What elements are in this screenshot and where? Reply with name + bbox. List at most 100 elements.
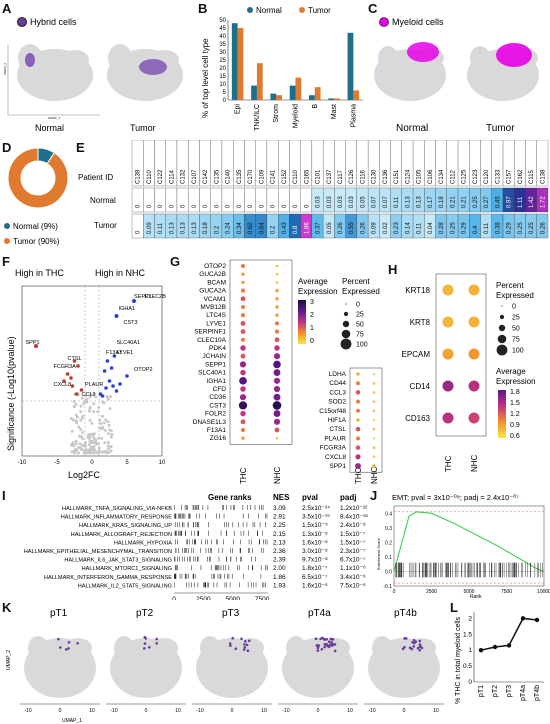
f-point-ns [110,433,114,437]
e-value-normal: 0.97 [507,196,513,208]
f-gene-label: LYVE1 [117,350,134,356]
e-row-title: Patient ID [78,173,113,182]
f-point-ns [79,404,83,408]
e-value-normal: 0.03 [349,196,355,208]
g-dot [240,321,246,326]
k-hybrid-dot [412,638,416,642]
g-size-dot [343,311,349,317]
g-gene-label: ZG16 [210,435,227,442]
f-xlabel: Log2FC [68,470,101,480]
i-pval: 1.8x10⁻⁷ [302,565,328,572]
f-point-ns [79,435,83,439]
e-value-tumor: 1.86 [304,222,310,234]
g-size-tick: 0 [356,302,360,309]
g-gene-label-bottom: PLAUR [324,435,346,442]
f-point-ns [106,397,110,401]
g-dot [241,272,245,276]
f-point-ns [97,406,101,410]
g-gene-label: LYVE1 [206,320,226,327]
k-hybrid-dot [67,647,70,650]
g-dot [274,427,280,433]
umap-a-xaxis: UMAP_1 [48,116,60,120]
j-ytick: 0.2 [385,540,392,546]
hybrid-cells-tumor [139,59,167,75]
k-hybrid-dot [418,643,422,646]
g-dot [240,427,246,433]
e-value-tumor: 0.11 [158,222,164,234]
b-bar-tumor [353,90,360,100]
f-point-ns [70,450,74,454]
f-point-ns [106,441,110,445]
i-padj: 6.7x10⁻⁷ [340,557,366,564]
f-point-ns [77,425,81,429]
f-xtick: 5 [125,460,129,466]
panel-l-line: % THC in total myeloid cells 2 1.5 1 0.5 0 pT… [455,612,544,704]
g-dot-bottom [372,381,376,385]
h-size-dot [499,314,505,320]
b-bar-tumor [314,87,321,100]
k-hybrid-dot [325,637,328,641]
h-gene-label: CD163 [405,414,430,423]
f-point-ns [92,432,96,436]
f-point-ns [99,422,103,426]
i-nes: 1.93 [273,582,286,589]
h-dot [468,412,480,424]
legend-hybrid-label: Hybrid cells [30,17,77,27]
k-hybrid-dot [155,637,159,641]
i-pval: 3.0x10⁻⁸ [302,548,328,555]
k-cloud [236,638,264,658]
e-value-tumor: 0.34 [237,222,243,234]
panel-e-heatmap: Patient ID Normal Tumor C139 0 0 C110 0 0.09 C… [78,140,549,239]
f-point-ns [78,442,82,446]
b-ytick: 25 [219,58,226,64]
e-value-tumor: 0.29 [507,222,513,234]
k-title: pT3 [222,608,240,619]
g-gene-label: PDK4 [209,345,226,352]
f-point-ns [75,421,79,425]
g-dot [273,410,281,418]
b-bar-tumor [237,28,244,100]
g-xlabel-bottom: NHC [370,466,379,484]
k-cloud [372,636,392,660]
f-point-thc [69,376,73,380]
f-point-nhc [98,392,103,396]
f-point-thc [65,372,70,376]
g-dot-bottom [372,455,376,459]
i-padj: 1.5x10⁻⁷ [340,531,366,538]
i-pval: 2.5x10⁻²⁴ [302,505,330,512]
g-dot [240,410,246,417]
legend-dot-myeloid [379,17,389,27]
e-value-tumor: 0.62 [248,222,254,234]
k-xtick: -10 [196,708,203,714]
l-ytick: 2 [468,615,472,622]
k-hybrid-dot [323,638,326,641]
panel-d-donut: Normal (9%) Tumor (90%) [4,147,69,246]
k-hybrid-dot [316,649,320,652]
b-ytick: 45 [219,26,226,32]
g-dot-bottom [356,436,360,441]
f-point-ns [89,445,93,449]
e-value-normal: 0.17 [428,196,434,208]
i-pathway-name: HALLMARK_MTORC1_SIGNALING [82,566,172,572]
g-dot [273,418,281,425]
j-ylabel: Enrichment Score [376,537,381,570]
h-size-tick: 25 [512,315,520,322]
g-colorbar-tick: 0 [310,338,314,345]
k-cloud [64,638,92,658]
g-gene-label-bottom: FCGR3A [320,445,347,452]
g-dot [240,313,246,318]
legend-dot-normal [247,7,253,13]
e-patient-id: C140 [226,169,232,184]
k-hybrid-dot [142,647,146,650]
g-dot [275,436,279,440]
e-value-tumor: 0.09 [372,222,378,234]
e-value-tumor: 0.38 [495,222,501,234]
f-point-ns [74,403,78,407]
i-pval: 9.7x10⁻⁸ [302,557,328,564]
i-nes: 1.86 [273,574,286,581]
k-yaxis: UMAP_2 [6,650,12,670]
k-xtick: 10 [261,708,267,714]
b-bar-tumor [276,95,282,100]
g-dot-bottom [372,372,376,376]
umap-normal-cloud [17,44,93,101]
